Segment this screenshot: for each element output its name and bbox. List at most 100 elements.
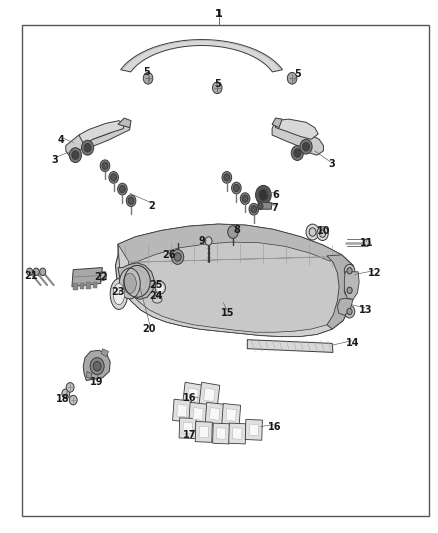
Polygon shape: [195, 422, 212, 442]
Polygon shape: [199, 426, 208, 438]
Text: 1: 1: [215, 9, 223, 19]
Ellipse shape: [119, 268, 140, 299]
Text: 21: 21: [24, 271, 38, 281]
Polygon shape: [118, 263, 155, 300]
Polygon shape: [245, 419, 262, 440]
Circle shape: [242, 195, 248, 202]
Ellipse shape: [110, 279, 127, 310]
Polygon shape: [183, 382, 203, 407]
Circle shape: [287, 72, 297, 84]
Circle shape: [294, 149, 301, 157]
Polygon shape: [73, 284, 78, 290]
Polygon shape: [118, 244, 332, 336]
Polygon shape: [209, 408, 220, 420]
Circle shape: [300, 139, 312, 154]
Polygon shape: [272, 118, 282, 127]
Circle shape: [72, 151, 79, 159]
Polygon shape: [177, 405, 187, 417]
Polygon shape: [72, 268, 102, 287]
Polygon shape: [120, 39, 283, 72]
Circle shape: [347, 287, 352, 294]
Circle shape: [90, 358, 104, 375]
Circle shape: [222, 172, 232, 183]
Circle shape: [172, 249, 184, 264]
Circle shape: [69, 395, 77, 405]
Polygon shape: [212, 423, 230, 444]
Text: 1: 1: [215, 9, 223, 19]
Text: 5: 5: [143, 68, 150, 77]
Circle shape: [109, 172, 119, 183]
Circle shape: [320, 230, 325, 237]
Ellipse shape: [123, 273, 136, 294]
Circle shape: [317, 227, 328, 240]
Circle shape: [344, 284, 355, 297]
Circle shape: [128, 197, 134, 204]
Polygon shape: [79, 120, 124, 144]
Text: 5: 5: [214, 78, 221, 88]
Polygon shape: [93, 282, 97, 288]
Circle shape: [174, 253, 181, 261]
Circle shape: [344, 264, 355, 277]
Circle shape: [258, 203, 263, 209]
Circle shape: [212, 82, 222, 94]
Polygon shape: [249, 424, 258, 435]
Ellipse shape: [113, 284, 124, 305]
Text: 18: 18: [56, 394, 69, 404]
Text: 6: 6: [272, 190, 279, 200]
Circle shape: [306, 224, 319, 240]
Circle shape: [249, 204, 258, 215]
Text: 12: 12: [368, 268, 381, 278]
Circle shape: [205, 237, 212, 245]
Polygon shape: [83, 350, 110, 381]
Circle shape: [33, 268, 39, 276]
Circle shape: [309, 228, 316, 236]
Circle shape: [27, 268, 33, 276]
Polygon shape: [205, 402, 224, 425]
Circle shape: [126, 195, 136, 207]
Circle shape: [228, 225, 238, 238]
Polygon shape: [272, 120, 323, 155]
Polygon shape: [229, 423, 246, 444]
Text: 10: 10: [317, 226, 330, 236]
Polygon shape: [222, 403, 240, 426]
Polygon shape: [216, 428, 226, 439]
Circle shape: [232, 182, 241, 194]
Polygon shape: [80, 283, 84, 289]
Text: 20: 20: [143, 324, 156, 334]
Circle shape: [303, 142, 310, 151]
Polygon shape: [118, 224, 342, 269]
Text: 26: 26: [162, 250, 176, 260]
Circle shape: [66, 383, 74, 392]
Circle shape: [233, 184, 240, 192]
Polygon shape: [344, 272, 359, 300]
Text: 7: 7: [271, 203, 278, 213]
Circle shape: [291, 146, 304, 160]
Polygon shape: [102, 349, 109, 357]
Circle shape: [62, 389, 70, 399]
Polygon shape: [276, 119, 318, 139]
Polygon shape: [189, 402, 208, 425]
Circle shape: [84, 143, 91, 152]
Circle shape: [111, 174, 117, 181]
Polygon shape: [187, 388, 198, 402]
Circle shape: [240, 193, 250, 205]
Circle shape: [259, 190, 268, 200]
Circle shape: [120, 185, 125, 193]
Text: 3: 3: [329, 159, 336, 169]
Polygon shape: [233, 428, 242, 439]
Text: 8: 8: [233, 225, 240, 236]
Circle shape: [100, 272, 106, 280]
Polygon shape: [173, 399, 191, 422]
Polygon shape: [86, 372, 92, 379]
Circle shape: [69, 148, 81, 163]
Text: 23: 23: [111, 287, 125, 297]
Polygon shape: [193, 408, 203, 420]
Text: 15: 15: [221, 308, 234, 318]
Text: 25: 25: [149, 280, 162, 290]
Circle shape: [102, 162, 108, 169]
Circle shape: [157, 284, 164, 292]
Circle shape: [100, 160, 110, 172]
Text: 11: 11: [360, 238, 374, 248]
Text: 24: 24: [149, 290, 162, 301]
Circle shape: [344, 305, 355, 318]
